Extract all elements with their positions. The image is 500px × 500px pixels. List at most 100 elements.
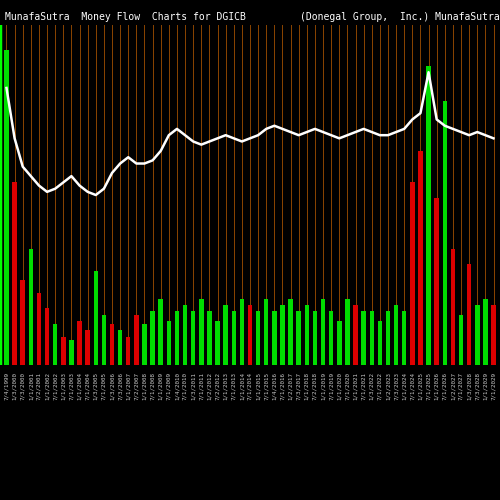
Bar [345,299,350,365]
Bar [337,321,342,365]
Bar [36,292,41,365]
Bar [110,324,114,365]
Text: 1/1/2025: 1/1/2025 [418,372,423,400]
Bar [69,340,73,365]
Bar [4,50,8,365]
Bar [426,66,431,365]
Text: 7/3/2000: 7/3/2000 [20,372,25,400]
Bar [28,248,33,365]
Text: 7/1/2026: 7/1/2026 [442,372,448,400]
Text: 1/1/2007: 1/1/2007 [126,372,130,400]
Bar [492,305,496,365]
Text: 1/1/2019: 1/1/2019 [320,372,326,400]
Bar [483,299,488,365]
Bar [288,299,293,365]
Text: 7/2/2001: 7/2/2001 [36,372,42,400]
Bar [61,336,66,365]
Bar [118,330,122,365]
Bar [442,100,447,365]
Text: 1/1/2021: 1/1/2021 [353,372,358,400]
Bar [12,182,17,365]
Text: 1/2/2023: 1/2/2023 [386,372,390,400]
Text: 7/1/2016: 7/1/2016 [280,372,285,400]
Bar [45,308,50,365]
Text: 7/3/2006: 7/3/2006 [118,372,122,400]
Bar [248,305,252,365]
Text: 1/3/2000: 1/3/2000 [12,372,17,400]
Text: 1/3/2028: 1/3/2028 [466,372,471,400]
Bar [475,305,480,365]
Bar [280,305,284,365]
Bar [183,305,188,365]
Text: 1/1/2002: 1/1/2002 [44,372,50,400]
Text: 7/1/2019: 7/1/2019 [328,372,334,400]
Text: 7/1/2027: 7/1/2027 [458,372,464,400]
Bar [362,312,366,365]
Bar [199,299,203,365]
Text: 1/1/2029: 1/1/2029 [483,372,488,400]
Text: 1/1/2013: 1/1/2013 [223,372,228,400]
Text: 7/2/2007: 7/2/2007 [134,372,139,400]
Text: 7/1/2009: 7/1/2009 [166,372,172,400]
Text: 1/1/2003: 1/1/2003 [61,372,66,400]
Bar [134,314,138,365]
Bar [86,330,90,365]
Text: 1/1/2001: 1/1/2001 [28,372,34,400]
Bar [207,312,212,365]
Text: 1/1/2020: 1/1/2020 [337,372,342,400]
Bar [166,321,171,365]
Text: 1/3/2005: 1/3/2005 [94,372,98,400]
Text: 1/3/2011: 1/3/2011 [190,372,196,400]
Text: 7/4/1999: 7/4/1999 [4,372,9,400]
Text: 7/1/2015: 7/1/2015 [264,372,268,400]
Bar [53,324,58,365]
Text: 7/1/2002: 7/1/2002 [52,372,58,400]
Bar [321,299,326,365]
Bar [378,321,382,365]
Bar [256,312,260,365]
Bar [418,151,422,365]
Text: 7/3/2017: 7/3/2017 [296,372,301,400]
Text: 7/1/2008: 7/1/2008 [150,372,155,400]
Text: 7/1/2004: 7/1/2004 [85,372,90,400]
Bar [264,299,268,365]
Bar [142,324,146,365]
Bar [232,312,236,365]
Text: 7/1/2021: 7/1/2021 [361,372,366,400]
Bar [329,312,334,365]
Bar [174,312,179,365]
Text: 7/1/2005: 7/1/2005 [102,372,106,400]
Bar [386,312,390,365]
Text: 7/1/2014: 7/1/2014 [248,372,252,400]
Text: 1/4/2016: 1/4/2016 [272,372,277,400]
Bar [467,264,471,365]
Bar [224,305,228,365]
Bar [354,305,358,365]
Bar [304,305,309,365]
Text: 1/1/2008: 1/1/2008 [142,372,147,400]
Text: 7/1/2011: 7/1/2011 [199,372,204,400]
Text: 7/2/2018: 7/2/2018 [312,372,318,400]
Text: 1/3/2006: 1/3/2006 [110,372,114,400]
Text: 1/1/2004: 1/1/2004 [77,372,82,400]
Bar [78,321,82,365]
Bar [370,312,374,365]
Bar [216,321,220,365]
Text: 7/1/2010: 7/1/2010 [182,372,188,400]
Text: 7/3/2028: 7/3/2028 [475,372,480,400]
Bar [150,312,155,365]
Text: 7/1/2029: 7/1/2029 [491,372,496,400]
Bar [450,248,455,365]
Text: MunafaSutra  Money Flow  Charts for DGICB: MunafaSutra Money Flow Charts for DGICB [5,12,246,22]
Text: 1/1/2015: 1/1/2015 [256,372,260,400]
Text: 7/1/2020: 7/1/2020 [345,372,350,400]
Bar [296,312,301,365]
Bar [272,312,276,365]
Text: 7/3/2023: 7/3/2023 [394,372,398,400]
Text: 1/4/2010: 1/4/2010 [174,372,180,400]
Bar [394,305,398,365]
Bar [126,336,130,365]
Bar [402,312,406,365]
Text: 7/1/2024: 7/1/2024 [410,372,415,400]
Text: 1/1/2018: 1/1/2018 [304,372,310,400]
